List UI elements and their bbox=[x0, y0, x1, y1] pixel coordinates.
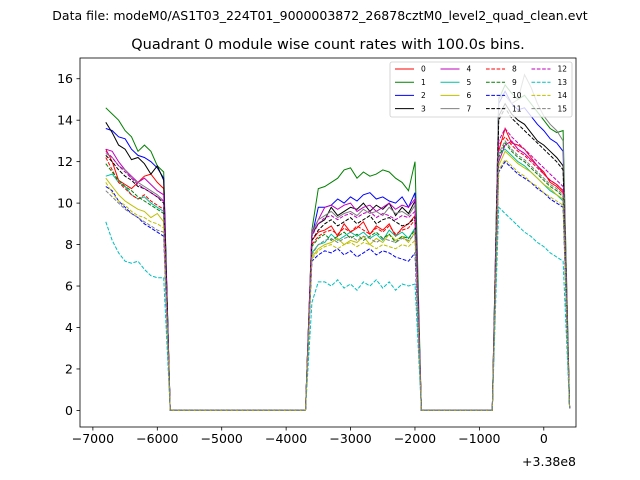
y-tick-label: 0 bbox=[65, 403, 73, 418]
series-line-11 bbox=[105, 106, 571, 411]
series-lines bbox=[105, 73, 571, 411]
x-tick-label: −7000 bbox=[72, 431, 114, 446]
legend-label-11: 11 bbox=[512, 104, 522, 113]
series-line-15 bbox=[105, 139, 571, 411]
x-tick-label: −1000 bbox=[458, 431, 500, 446]
chart-title: Quadrant 0 module wise count rates with … bbox=[131, 37, 525, 53]
suptitle: Data file: modeM0/AS1T03_224T01_90000038… bbox=[52, 8, 587, 23]
series-line-1 bbox=[105, 83, 571, 411]
legend-label-5: 5 bbox=[467, 78, 472, 87]
y-tick-label: 10 bbox=[57, 196, 73, 211]
series-line-13 bbox=[105, 206, 571, 411]
plot-area bbox=[105, 73, 571, 411]
legend-label-2: 2 bbox=[421, 91, 426, 100]
x-tick-label: −2000 bbox=[394, 431, 436, 446]
axes: −7000 −6000 −5000 −4000 −3000 −2000 −1000 0 0 2 4 6… bbox=[57, 57, 577, 446]
x-offset-text: +3.38e8 bbox=[522, 454, 576, 469]
y-tick-label: 14 bbox=[57, 113, 73, 128]
legend-label-1: 1 bbox=[421, 78, 426, 87]
legend-label-8: 8 bbox=[512, 65, 517, 74]
series-line-3 bbox=[105, 102, 571, 411]
series-line-6 bbox=[105, 150, 571, 411]
legend-frame bbox=[389, 61, 573, 118]
legend-label-6: 6 bbox=[467, 91, 472, 100]
legend-label-10: 10 bbox=[512, 91, 522, 100]
legend-label-13: 13 bbox=[558, 78, 568, 87]
legend-label-7: 7 bbox=[467, 104, 472, 113]
axes-frame bbox=[79, 57, 577, 428]
y-tick-label: 12 bbox=[57, 154, 73, 169]
series-line-14 bbox=[105, 158, 571, 411]
x-tick-label: −5000 bbox=[201, 431, 243, 446]
x-tick-label: −4000 bbox=[265, 431, 307, 446]
legend-label-12: 12 bbox=[558, 65, 568, 74]
y-tick-label: 6 bbox=[65, 279, 73, 294]
legend-label-15: 15 bbox=[558, 104, 568, 113]
y-tick-label: 4 bbox=[65, 320, 73, 335]
series-line-2 bbox=[105, 90, 571, 411]
series-line-4 bbox=[105, 140, 571, 411]
legend-label-0: 0 bbox=[421, 65, 426, 74]
y-tick-label: 8 bbox=[65, 237, 73, 252]
x-tick-label: −6000 bbox=[136, 431, 178, 446]
legend-label-3: 3 bbox=[421, 104, 426, 113]
y-tick-label: 16 bbox=[57, 71, 73, 86]
legend-label-9: 9 bbox=[512, 78, 517, 87]
legend-label-4: 4 bbox=[467, 65, 472, 74]
x-tick-label: 0 bbox=[540, 431, 548, 446]
x-tick-label: −3000 bbox=[329, 431, 371, 446]
series-line-9 bbox=[105, 142, 571, 411]
legend-label-14: 14 bbox=[558, 91, 568, 100]
y-tick-label: 2 bbox=[65, 361, 73, 376]
